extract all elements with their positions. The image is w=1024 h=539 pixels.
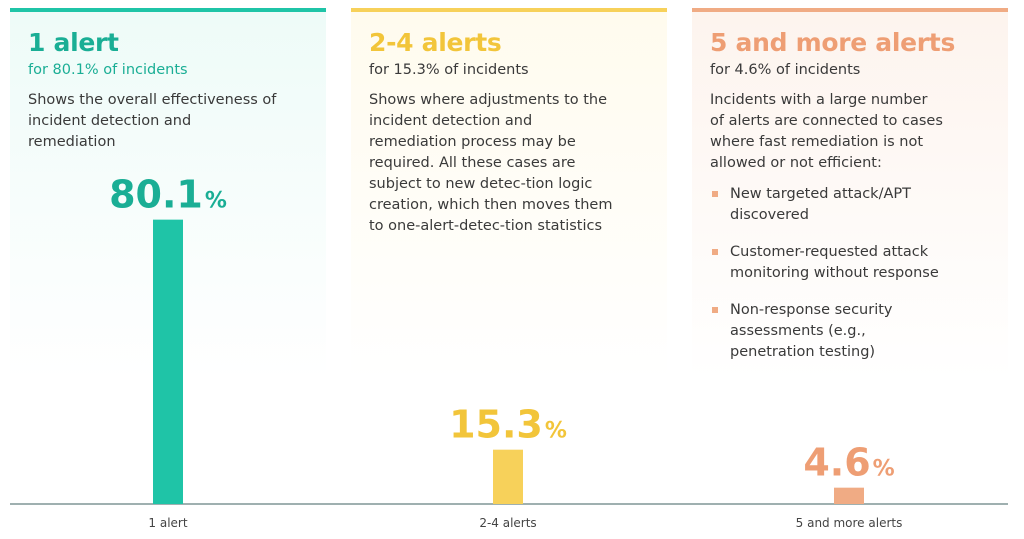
- data-label-2: 15.3%: [449, 403, 567, 447]
- panel-3-bullet-list: New targeted attack/APT discovered Custo…: [710, 184, 998, 363]
- x-tick-label-2: 2-4 alerts: [479, 516, 536, 530]
- panel-3-top-bar: [692, 8, 1008, 12]
- panel-1-title: 1 alert: [28, 28, 119, 57]
- panel-2-top-bar: [351, 8, 667, 12]
- data-label-3: 4.6%: [803, 441, 894, 485]
- panel-2-4-alerts: 2-4 alerts for 15.3% of incidents Shows …: [351, 8, 667, 502]
- panel-3-background: [692, 12, 1008, 502]
- bar-2: [493, 449, 523, 504]
- bullet-square-icon: [712, 307, 718, 313]
- panel-1-subtitle: for 80.1% of incidents: [28, 62, 188, 78]
- data-label-value: 80.1: [109, 173, 203, 217]
- bar-1: [153, 219, 183, 504]
- panel-2-subtitle: for 15.3% of incidents: [369, 62, 529, 78]
- panel-2-description: Shows where adjustments to the incident …: [369, 92, 613, 234]
- bullet-text: Customer-requested attack monitoring wit…: [730, 244, 939, 281]
- panel-3-description: Incidents with a large number of alerts …: [710, 92, 943, 171]
- panel-5-and-more-alerts: 5 and more alerts for 4.6% of incidents …: [692, 8, 1008, 502]
- x-tick-label-3: 5 and more alerts: [796, 516, 903, 530]
- data-label-unit: %: [205, 189, 227, 214]
- bullet-item: Non-response security assessments (e.g.,…: [710, 300, 945, 363]
- panel-1-description: Shows the overall effectiveness of incid…: [28, 92, 277, 150]
- bullet-item: New targeted attack/APT discovered: [710, 184, 945, 226]
- data-label-unit: %: [873, 457, 895, 482]
- bar-3: [834, 487, 864, 504]
- panel-2-background: [351, 12, 667, 502]
- panel-3-subtitle: for 4.6% of incidents: [710, 62, 861, 78]
- data-label-1: 80.1%: [109, 173, 227, 217]
- data-label-value: 4.6: [803, 441, 870, 485]
- panel-2-title: 2-4 alerts: [369, 28, 502, 57]
- bullet-square-icon: [712, 191, 718, 197]
- x-tick-label-1: 1 alert: [148, 516, 187, 530]
- data-label-value: 15.3: [449, 403, 543, 447]
- bullet-square-icon: [712, 249, 718, 255]
- panel-1-top-bar: [10, 8, 326, 12]
- panel-3-title: 5 and more alerts: [710, 28, 956, 57]
- data-label-unit: %: [545, 419, 567, 444]
- bullet-text: New targeted attack/APT discovered: [730, 186, 911, 223]
- bullet-item: Customer-requested attack monitoring wit…: [710, 242, 945, 284]
- bullet-text: Non-response security assessments (e.g.,…: [730, 302, 893, 360]
